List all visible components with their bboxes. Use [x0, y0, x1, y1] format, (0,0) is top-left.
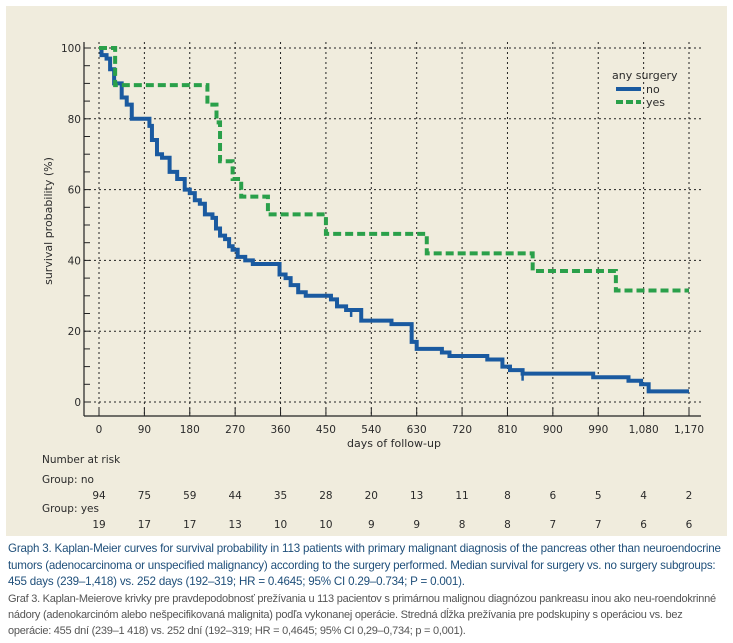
y-tick-label: 20	[68, 326, 81, 338]
risk-value-yes: 7	[595, 519, 602, 531]
risk-value-no: 20	[365, 490, 378, 502]
x-tick-label: 180	[180, 424, 200, 436]
risk-value-yes: 8	[459, 519, 466, 531]
y-tick-label: 40	[68, 255, 81, 267]
x-tick-label: 630	[407, 424, 427, 436]
x-tick-label: 1,080	[629, 424, 659, 436]
x-tick-label: 990	[588, 424, 608, 436]
number-at-risk-table: Number at risk Group: no Group: yes 94 75…	[42, 454, 693, 531]
figure-caption: Graph 3. Kaplan-Meier curves for surviva…	[8, 541, 728, 639]
risk-value-no: 35	[274, 490, 287, 502]
x-tick-label: 360	[271, 424, 291, 436]
x-tick-label: 720	[452, 424, 472, 436]
risk-value-no: 2	[686, 490, 693, 502]
risk-value-no: 28	[319, 490, 332, 502]
legend: any surgery no yes	[612, 69, 678, 109]
risk-title: Number at risk	[42, 454, 121, 466]
x-axis-title: days of follow-up	[347, 437, 441, 450]
grid	[84, 42, 701, 416]
risk-value-no: 94	[92, 490, 106, 502]
risk-value-yes: 7	[550, 519, 557, 531]
risk-value-yes: 10	[274, 519, 287, 531]
risk-value-no: 5	[595, 490, 602, 502]
risk-value-yes: 19	[92, 519, 105, 531]
y-tick-label: 60	[68, 185, 81, 197]
y-axis-title: survival probability (%)	[42, 157, 55, 285]
x-tick-label: 0	[96, 424, 103, 436]
risk-value-yes: 17	[138, 519, 151, 531]
risk-value-yes: 6	[640, 519, 647, 531]
risk-value-no: 8	[504, 490, 511, 502]
risk-values: 94 75 59 44 35 28 20 13 11 8 6 5 4 2 19 17 17 13 10 10 9 9 8 8 7…	[92, 490, 692, 531]
y-tick-label: 100	[61, 43, 81, 55]
risk-value-yes: 10	[319, 519, 332, 531]
y-tick-label: 80	[68, 114, 81, 126]
risk-value-yes: 8	[504, 519, 511, 531]
risk-value-no: 44	[228, 490, 242, 502]
x-tick-label: 810	[497, 424, 517, 436]
x-tick-label: 450	[316, 424, 336, 436]
risk-value-yes: 17	[183, 519, 196, 531]
axes: 0 20 40 60 80 100 0 90 180 270 360 450 540 630 720 810 9…	[61, 42, 704, 436]
risk-value-no: 6	[550, 490, 557, 502]
x-tick-label: 900	[543, 424, 563, 436]
risk-value-yes: 9	[368, 519, 375, 531]
x-tick-label: 540	[361, 424, 381, 436]
risk-group-yes-label: Group: yes	[42, 503, 99, 515]
risk-group-no-label: Group: no	[42, 474, 94, 486]
km-curve-yes	[99, 46, 689, 293]
risk-value-yes: 9	[413, 519, 420, 531]
legend-title: any surgery	[612, 69, 678, 82]
risk-value-no: 11	[455, 490, 468, 502]
risk-value-no: 4	[640, 490, 647, 502]
figure-panel: 0 20 40 60 80 100 0 90 180 270 360 450 540 630 720 810 9…	[6, 6, 727, 536]
caption-english: Graph 3. Kaplan-Meier curves for surviva…	[8, 542, 721, 588]
x-tick-label: 270	[225, 424, 245, 436]
x-tick-label: 90	[138, 424, 151, 436]
legend-label-yes: yes	[646, 96, 665, 109]
risk-value-yes: 6	[686, 519, 693, 531]
legend-label-no: no	[646, 83, 660, 96]
caption-slovak: Graf 3. Kaplan-Meierove krivky pre pravd…	[8, 592, 716, 637]
risk-value-yes: 13	[228, 519, 241, 531]
km-curve-no	[99, 46, 689, 394]
risk-value-no: 13	[410, 490, 423, 502]
x-tick-label: 1,170	[674, 424, 704, 436]
y-tick-label: 0	[74, 397, 81, 409]
risk-value-no: 59	[183, 490, 196, 502]
series-layer	[99, 46, 689, 394]
risk-value-no: 75	[138, 490, 151, 502]
